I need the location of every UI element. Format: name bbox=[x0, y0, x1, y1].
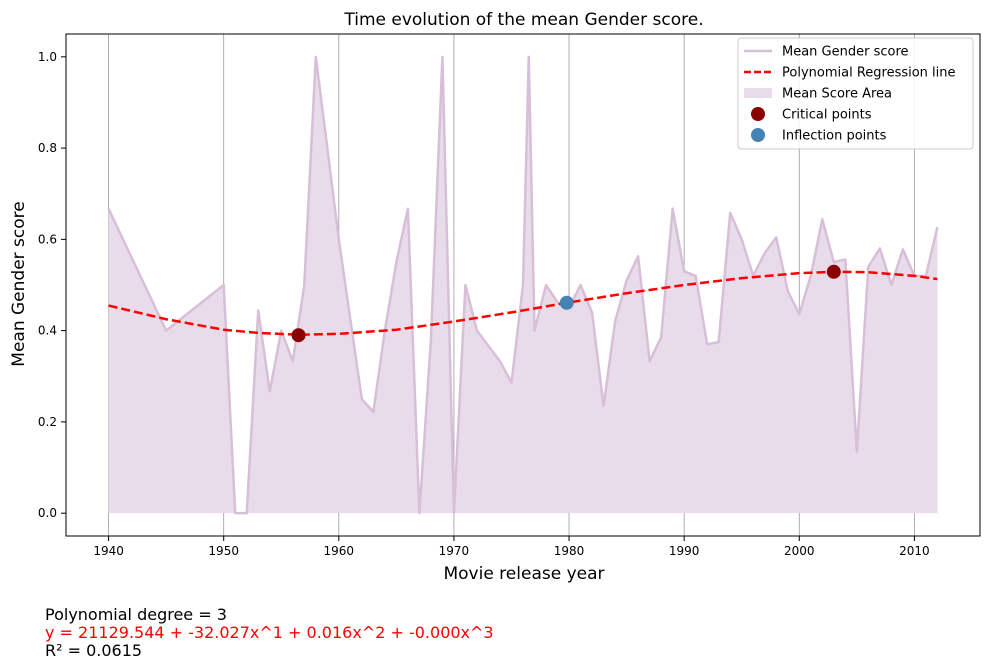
chart: Time evolution of the mean Gender score.… bbox=[9, 10, 981, 584]
x-tick-label-2010: 2010 bbox=[899, 544, 930, 558]
legend-handle-critical-points bbox=[751, 107, 765, 121]
mean-gender-score-line bbox=[107, 55, 939, 515]
polynomial-degree-note: Polynomial degree = 3 bbox=[45, 605, 227, 624]
y-tick-label-0.2: 0.2 bbox=[38, 415, 57, 429]
legend-label-mean-gender-score: Mean Gender score bbox=[782, 45, 909, 60]
x-axis-label: Movie release year bbox=[443, 564, 604, 584]
x-tick-label-1960: 1960 bbox=[324, 544, 355, 558]
y-tick-label-0.6: 0.6 bbox=[38, 232, 57, 246]
plot-area: 1940 1950 1960 1970 1980 1990 2000 2010 0.0 0.2 0.… bbox=[38, 33, 981, 558]
chart-title: Time evolution of the mean Gender score. bbox=[343, 10, 703, 30]
y-tick-label-0: 0.0 bbox=[38, 506, 57, 520]
y-tick-label-0.8: 0.8 bbox=[38, 141, 57, 155]
legend-label-mean-score-area: Mean Score Area bbox=[782, 87, 892, 102]
critical-point-0 bbox=[291, 328, 306, 343]
r-squared-note: R² = 0.0615 bbox=[45, 641, 143, 660]
x-tick-label-2000: 2000 bbox=[784, 544, 815, 558]
y-tick-label-1: 1.0 bbox=[38, 50, 57, 64]
axes-frame bbox=[65, 33, 981, 537]
y-axis-label: Mean Gender score bbox=[9, 201, 29, 366]
regression-equation: y = 21129.544 + -32.027x^1 + 0.016x^2 + … bbox=[45, 623, 494, 642]
x-tick-label-1970: 1970 bbox=[439, 544, 470, 558]
legend-label-critical-points: Critical points bbox=[782, 108, 872, 123]
x-tick-label-1980: 1980 bbox=[554, 544, 585, 558]
y-tick-label-0.4: 0.4 bbox=[38, 324, 57, 338]
inflection-point-0 bbox=[559, 295, 574, 310]
legend-label-polynomial-regression-line: Polynomial Regression line bbox=[782, 66, 956, 81]
x-tick-label-1940: 1940 bbox=[93, 544, 124, 558]
legend-handle-mean-score-area bbox=[744, 88, 772, 98]
critical-point-1 bbox=[826, 264, 841, 279]
legend: Mean Gender score Polynomial Regression l… bbox=[737, 37, 974, 150]
polynomial-regression-line bbox=[108, 270, 938, 336]
legend-box bbox=[737, 37, 974, 150]
legend-handle-inflection-points bbox=[751, 128, 765, 142]
legend-label-inflection-points: Inflection points bbox=[782, 129, 887, 144]
x-tick-label-1990: 1990 bbox=[669, 544, 700, 558]
x-tick-label-1950: 1950 bbox=[208, 544, 239, 558]
